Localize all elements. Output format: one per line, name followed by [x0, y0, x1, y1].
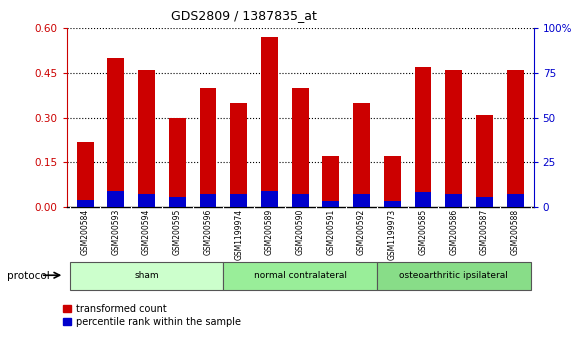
Bar: [507, 194, 524, 207]
Text: GSM200587: GSM200587: [480, 209, 489, 255]
FancyBboxPatch shape: [377, 262, 531, 290]
Bar: [77, 142, 93, 207]
Bar: [169, 118, 186, 207]
Text: GSM1199973: GSM1199973: [388, 209, 397, 260]
Text: GSM200585: GSM200585: [419, 209, 427, 255]
Text: GDS2809 / 1387835_at: GDS2809 / 1387835_at: [171, 9, 317, 22]
Bar: [415, 192, 432, 207]
Bar: [445, 194, 462, 207]
Text: GSM200593: GSM200593: [111, 209, 120, 255]
Text: GSM200594: GSM200594: [142, 209, 151, 255]
Bar: [384, 201, 401, 207]
Bar: [415, 67, 432, 207]
Bar: [200, 194, 216, 207]
Bar: [445, 70, 462, 207]
Text: GSM200588: GSM200588: [510, 209, 520, 255]
Bar: [138, 194, 155, 207]
Bar: [107, 191, 124, 207]
Bar: [292, 194, 309, 207]
Text: normal contralateral: normal contralateral: [253, 271, 347, 280]
Bar: [230, 194, 247, 207]
Text: GSM200590: GSM200590: [296, 209, 304, 255]
Bar: [322, 156, 339, 207]
Text: GSM200596: GSM200596: [204, 209, 212, 255]
Bar: [322, 201, 339, 207]
Bar: [261, 191, 278, 207]
Bar: [200, 88, 216, 207]
Text: GSM200589: GSM200589: [265, 209, 274, 255]
FancyBboxPatch shape: [70, 262, 223, 290]
Text: GSM1199974: GSM1199974: [234, 209, 243, 260]
Text: GSM200586: GSM200586: [450, 209, 458, 255]
Bar: [169, 197, 186, 207]
Text: GSM200595: GSM200595: [173, 209, 182, 255]
Bar: [261, 37, 278, 207]
Text: osteoarthritic ipsilateral: osteoarthritic ipsilateral: [399, 271, 508, 280]
Bar: [384, 156, 401, 207]
Text: protocol: protocol: [7, 271, 50, 281]
Text: GSM200592: GSM200592: [357, 209, 366, 255]
Bar: [507, 70, 524, 207]
Bar: [107, 58, 124, 207]
FancyBboxPatch shape: [223, 262, 377, 290]
Text: GSM200591: GSM200591: [327, 209, 335, 255]
Bar: [353, 103, 370, 207]
Bar: [230, 103, 247, 207]
Bar: [77, 200, 93, 207]
Text: GSM200584: GSM200584: [81, 209, 90, 255]
Bar: [138, 70, 155, 207]
Legend: transformed count, percentile rank within the sample: transformed count, percentile rank withi…: [63, 304, 241, 327]
Bar: [353, 194, 370, 207]
Bar: [476, 197, 493, 207]
Text: sham: sham: [134, 271, 159, 280]
Bar: [476, 115, 493, 207]
Bar: [292, 88, 309, 207]
